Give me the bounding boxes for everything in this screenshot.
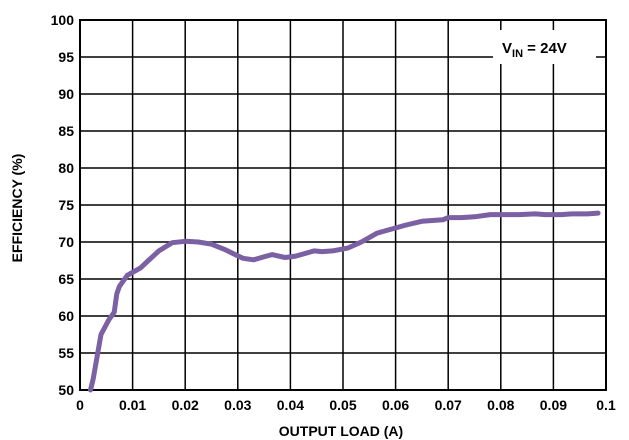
x-tick-label: 0.04 <box>277 397 304 413</box>
x-tick-label: 0.01 <box>119 397 146 413</box>
y-tick-label: 75 <box>58 197 74 213</box>
y-axis-label: EFFICIENCY (%) <box>9 154 25 263</box>
y-tick-label: 95 <box>58 49 74 65</box>
x-tick-label: 0.08 <box>487 397 514 413</box>
efficiency-curve <box>88 210 601 393</box>
y-tick-label: 80 <box>58 160 74 176</box>
vin-annotation: VIN = 24V <box>502 40 567 60</box>
x-axis-ticks: 0 0.01 0.02 0.03 0.04 0.05 0.06 0.07 0.08 0.09 0.1 <box>76 397 616 413</box>
y-tick-label: 55 <box>58 345 74 361</box>
x-tick-label: 0.05 <box>329 397 356 413</box>
x-tick-label: 0.06 <box>382 397 409 413</box>
y-tick-label: 100 <box>51 12 75 28</box>
y-tick-label: 90 <box>58 86 74 102</box>
x-tick-label: 0.09 <box>540 397 567 413</box>
x-tick-label: 0.1 <box>596 397 616 413</box>
y-tick-label: 65 <box>58 271 74 287</box>
y-tick-label: 60 <box>58 308 74 324</box>
y-tick-label: 50 <box>58 382 74 398</box>
vin-annotation-value: = 24V <box>523 40 567 57</box>
x-axis-label: OUTPUT LOAD (A) <box>279 423 403 439</box>
chart-grid <box>79 19 607 391</box>
y-tick-label: 85 <box>58 123 74 139</box>
x-tick-label: 0 <box>76 397 84 413</box>
vin-annotation-main: V <box>502 40 512 57</box>
x-tick-label: 0.07 <box>435 397 462 413</box>
y-axis-ticks: 50 55 60 65 70 75 80 85 90 95 100 <box>51 12 75 398</box>
y-tick-label: 70 <box>58 234 74 250</box>
annotation-background <box>493 30 596 64</box>
x-tick-label: 0.02 <box>172 397 199 413</box>
x-tick-label: 0.03 <box>224 397 251 413</box>
vin-annotation-sub: IN <box>512 48 523 60</box>
plot-area-frame <box>79 19 607 391</box>
